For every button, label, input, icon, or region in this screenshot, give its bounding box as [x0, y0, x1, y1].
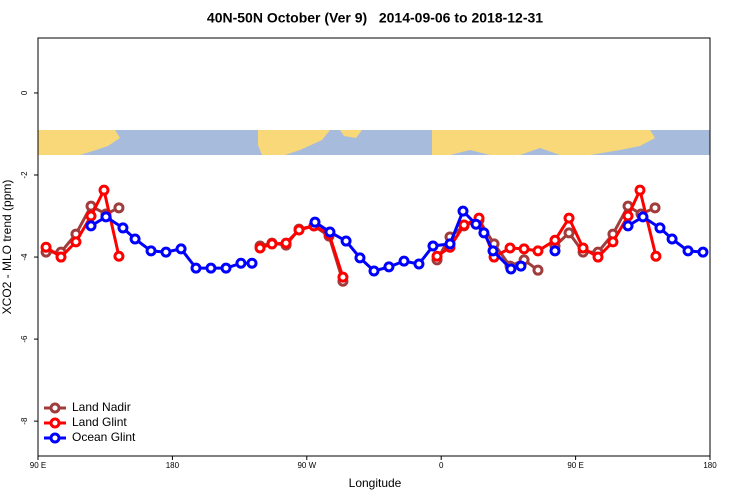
- data-point: [577, 242, 589, 254]
- data-point: [220, 262, 232, 274]
- data-point: [113, 250, 125, 262]
- data-point: [337, 271, 349, 283]
- data-point: [444, 238, 456, 250]
- x-tick-label: 90 E: [567, 461, 583, 470]
- x-tick-label: 180: [703, 461, 717, 470]
- data-point: [266, 238, 278, 250]
- data-point: [649, 202, 661, 214]
- x-tick-label: 180: [166, 461, 180, 470]
- data-point: [354, 252, 366, 264]
- data-point: [280, 237, 292, 249]
- plot-frame: [37, 37, 711, 457]
- data-point: [682, 245, 694, 257]
- data-point: [697, 246, 709, 258]
- data-point: [309, 216, 321, 228]
- data-point: [340, 235, 352, 247]
- data-point: [383, 261, 395, 273]
- data-point: [532, 264, 544, 276]
- data-point: [85, 210, 97, 222]
- data-point: [129, 233, 141, 245]
- data-point: [246, 257, 258, 269]
- data-point: [70, 236, 82, 248]
- y-tick-label: -6: [20, 335, 29, 343]
- legend-marker: [49, 417, 61, 429]
- data-point: [515, 260, 527, 272]
- data-point: [487, 245, 499, 257]
- x-tick-label: 90 E: [30, 461, 46, 470]
- legend-label: Ocean Glint: [72, 430, 136, 444]
- data-point: [532, 245, 544, 257]
- data-point: [654, 222, 666, 234]
- data-point: [549, 245, 561, 257]
- data-point: [98, 184, 110, 196]
- data-point: [650, 250, 662, 262]
- data-point: [634, 184, 646, 196]
- x-tick-label: 90 W: [297, 461, 316, 470]
- data-point: [190, 262, 202, 274]
- data-point: [431, 250, 443, 262]
- data-point: [113, 202, 125, 214]
- data-point: [254, 242, 266, 254]
- data-point: [478, 227, 490, 239]
- y-tick-label: -4: [20, 253, 29, 261]
- data-point: [637, 211, 649, 223]
- data-point: [666, 233, 678, 245]
- y-tick-label: -8: [20, 417, 29, 425]
- data-point: [458, 219, 470, 231]
- data-point: [622, 210, 634, 222]
- data-point: [518, 243, 530, 255]
- legend-marker: [49, 432, 61, 444]
- data-point: [505, 263, 517, 275]
- data-point: [549, 234, 561, 246]
- map-strip: [38, 130, 710, 155]
- y-tick-label: 0: [20, 90, 29, 95]
- legend-label: Land Glint: [72, 415, 127, 429]
- legend-marker: [49, 402, 61, 414]
- legend-label: Land Nadir: [72, 400, 131, 414]
- y-axis-label: XCO2 - MLO trend (ppm): [0, 180, 14, 315]
- data-point: [457, 205, 469, 217]
- chart-title: 40N-50N October (Ver 9) 2014-09-06 to 20…: [207, 10, 543, 26]
- data-point: [235, 257, 247, 269]
- data-point: [55, 251, 67, 263]
- data-point: [607, 236, 619, 248]
- data-point: [622, 220, 634, 232]
- data-point: [175, 243, 187, 255]
- data-point: [160, 246, 172, 258]
- y-tick-label: -2: [20, 171, 29, 179]
- data-point: [563, 227, 575, 239]
- data-point: [117, 222, 129, 234]
- data-point: [324, 226, 336, 238]
- data-point: [427, 240, 439, 252]
- data-point: [398, 255, 410, 267]
- x-axis-label: Longitude: [349, 476, 402, 490]
- x-tick-label: 0: [439, 461, 444, 470]
- data-point: [145, 245, 157, 257]
- data-point: [205, 262, 217, 274]
- data-point: [85, 220, 97, 232]
- data-point: [368, 265, 380, 277]
- data-point: [592, 251, 604, 263]
- data-point: [40, 241, 52, 253]
- data-point: [563, 212, 575, 224]
- data-point: [504, 242, 516, 254]
- data-point: [470, 218, 482, 230]
- data-point: [100, 211, 112, 223]
- data-point: [293, 224, 305, 236]
- data-point: [413, 258, 425, 270]
